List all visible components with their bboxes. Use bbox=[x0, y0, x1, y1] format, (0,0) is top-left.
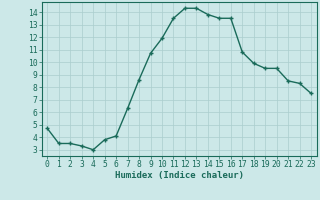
X-axis label: Humidex (Indice chaleur): Humidex (Indice chaleur) bbox=[115, 171, 244, 180]
